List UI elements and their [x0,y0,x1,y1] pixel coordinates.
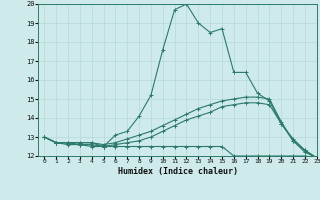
X-axis label: Humidex (Indice chaleur): Humidex (Indice chaleur) [118,167,238,176]
